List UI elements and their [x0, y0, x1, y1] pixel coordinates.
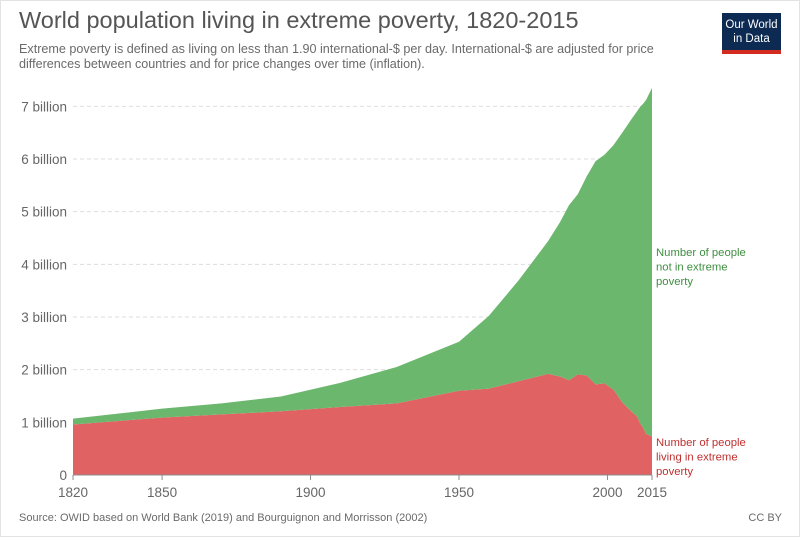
y-axis: 0 1 billion 2 billion 3 billion 4 billion 5 b…	[21, 99, 67, 483]
chart-subtitle: Extreme poverty is defined as living on …	[19, 42, 654, 71]
logo-line-2: in Data	[733, 33, 770, 45]
x-tick-label: 1820	[58, 485, 88, 500]
x-tick-label: 1900	[296, 485, 326, 500]
y-tick-label: 7 billion	[21, 99, 67, 114]
y-tick-label: 3 billion	[21, 310, 67, 325]
y-tick-label: 2 billion	[21, 363, 67, 378]
area-series-1[interactable]	[73, 87, 652, 437]
series-label-0: Number of people living in extreme poverty	[656, 437, 746, 478]
logo-accent-bar	[722, 50, 781, 54]
source-note: Source: OWID based on World Bank (2019) …	[19, 512, 428, 524]
x-tick-label: 2015	[637, 485, 667, 500]
y-tick-label: 4 billion	[21, 257, 67, 272]
license-link[interactable]: CC BY	[748, 512, 782, 524]
x-tick-label: 1950	[444, 485, 474, 500]
series-label-1: Number of people not in extreme poverty	[656, 247, 746, 288]
y-tick-label: 6 billion	[21, 152, 67, 167]
owid-logo[interactable]: Our World in Data	[722, 13, 781, 54]
series-labels: Number of people living in extreme poverty…	[656, 247, 746, 478]
x-tick-label: 2000	[592, 485, 622, 500]
x-axis: 1820 1850 1900 1950 2000 2015	[58, 475, 667, 500]
chart-title: World population living in extreme pover…	[19, 7, 579, 33]
logo-line-1: Our World	[725, 19, 778, 31]
y-tick-label: 0	[59, 468, 67, 483]
y-tick-label: 5 billion	[21, 205, 67, 220]
y-tick-label: 1 billion	[21, 415, 67, 430]
x-tick-label: 1850	[147, 485, 177, 500]
chart-areas	[73, 87, 652, 476]
area-series-0[interactable]	[73, 373, 652, 475]
